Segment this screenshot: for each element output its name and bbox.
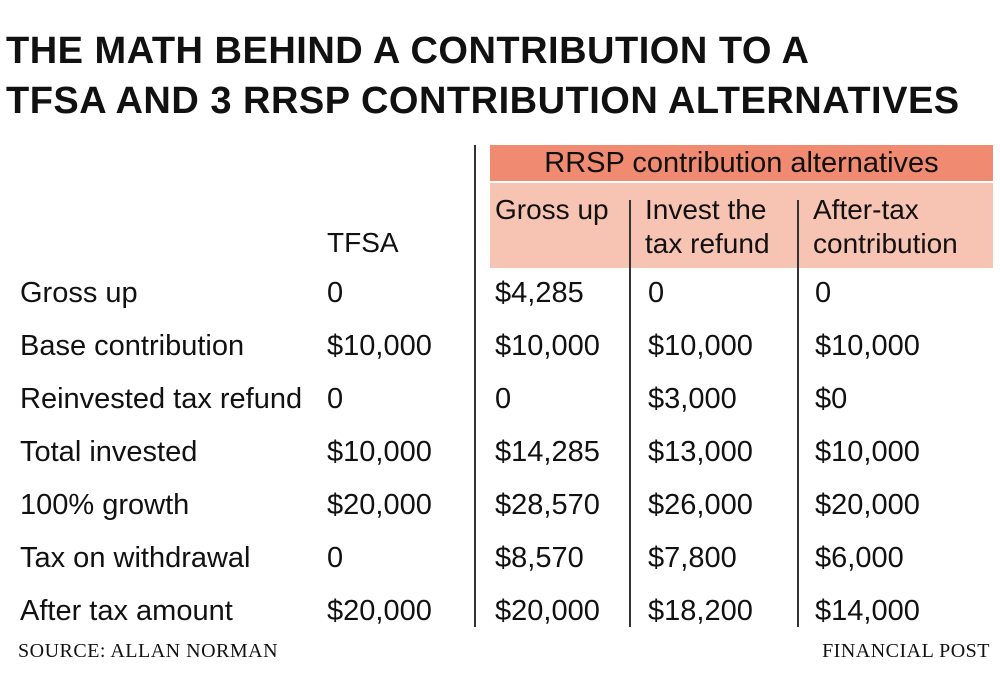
row-label: 100% growth — [20, 489, 190, 521]
invest-refund-value: $18,200 — [648, 595, 753, 627]
after-tax-value: 0 — [815, 277, 832, 309]
gross-up-value: 0 — [495, 383, 512, 415]
subheader-after-tax-line2: contribution — [813, 228, 958, 259]
invest-refund-value: $3,000 — [648, 383, 737, 415]
row-label: After tax amount — [20, 595, 233, 627]
table-row: Tax on withdrawal 0 $8,570 $7,800 $6,000 — [0, 531, 1000, 585]
table-row: Reinvested tax refund 0 0 $3,000 $0 — [0, 372, 1000, 426]
invest-refund-value: $7,800 — [648, 542, 737, 574]
table-row: Total invested $10,000 $14,285 $13,000 $… — [0, 425, 1000, 479]
after-tax-value: $20,000 — [815, 489, 920, 521]
subheader-invest-refund-line2: tax refund — [645, 228, 770, 259]
gross-up-value: $20,000 — [495, 595, 600, 627]
gross-up-value: $4,285 — [495, 277, 584, 309]
divider-gross-up — [629, 200, 631, 627]
gross-up-value: $8,570 — [495, 542, 584, 574]
publication-credit: FINANCIAL POST — [822, 640, 990, 662]
invest-refund-value: $26,000 — [648, 489, 753, 521]
tfsa-value: $10,000 — [327, 330, 432, 362]
row-label: Reinvested tax refund — [20, 383, 303, 415]
gross-up-value: $10,000 — [495, 330, 600, 362]
tfsa-value: $10,000 — [327, 436, 432, 468]
after-tax-value: $14,000 — [815, 595, 920, 627]
row-label: Gross up — [20, 277, 138, 309]
rrsp-group-header-label: RRSP contribution alternatives — [544, 147, 939, 179]
subheader-invest-refund: Invest the tax refund — [645, 193, 770, 261]
rrsp-group-header: RRSP contribution alternatives — [490, 145, 993, 181]
row-label: Total invested — [20, 436, 198, 468]
title-line-1: THE MATH BEHIND A CONTRIBUTION TO A — [6, 30, 810, 72]
after-tax-value: $6,000 — [815, 542, 904, 574]
tfsa-column-header: TFSA — [327, 227, 399, 258]
page-title: THE MATH BEHIND A CONTRIBUTION TO A TFSA… — [6, 26, 996, 126]
subheader-invest-refund-line1: Invest the — [645, 194, 767, 225]
subheader-after-tax: After-tax contribution — [813, 193, 958, 261]
table-row: Base contribution $10,000 $10,000 $10,00… — [0, 319, 1000, 373]
divider-tfsa-rrsp — [474, 145, 476, 627]
subheader-gross-up: Gross up — [495, 193, 609, 227]
after-tax-value: $10,000 — [815, 436, 920, 468]
source-credit: SOURCE: ALLAN NORMAN — [18, 640, 279, 662]
row-label: Tax on withdrawal — [20, 542, 251, 574]
table-row: Gross up 0 $4,285 0 0 — [0, 266, 1000, 320]
tfsa-value: 0 — [327, 383, 344, 415]
table-row: 100% growth $20,000 $28,570 $26,000 $20,… — [0, 478, 1000, 532]
row-label: Base contribution — [20, 330, 245, 362]
rrsp-subheader-band: Gross up Invest the tax refund After-tax… — [490, 183, 993, 268]
tfsa-value: $20,000 — [327, 595, 432, 627]
tfsa-value: 0 — [327, 542, 344, 574]
subheader-after-tax-line1: After-tax — [813, 194, 919, 225]
after-tax-value: $0 — [815, 383, 848, 415]
gross-up-value: $28,570 — [495, 489, 600, 521]
title-line-2: TFSA AND 3 RRSP CONTRIBUTION ALTERNATIVE… — [6, 80, 960, 122]
gross-up-value: $14,285 — [495, 436, 600, 468]
tfsa-value: 0 — [327, 277, 344, 309]
invest-refund-value: 0 — [648, 277, 665, 309]
tfsa-value: $20,000 — [327, 489, 432, 521]
invest-refund-value: $10,000 — [648, 330, 753, 362]
after-tax-value: $10,000 — [815, 330, 920, 362]
invest-refund-value: $13,000 — [648, 436, 753, 468]
table-row: After tax amount $20,000 $20,000 $18,200… — [0, 584, 1000, 638]
subheader-gross-up-line1: Gross up — [495, 194, 609, 225]
divider-invest-refund — [797, 200, 799, 627]
